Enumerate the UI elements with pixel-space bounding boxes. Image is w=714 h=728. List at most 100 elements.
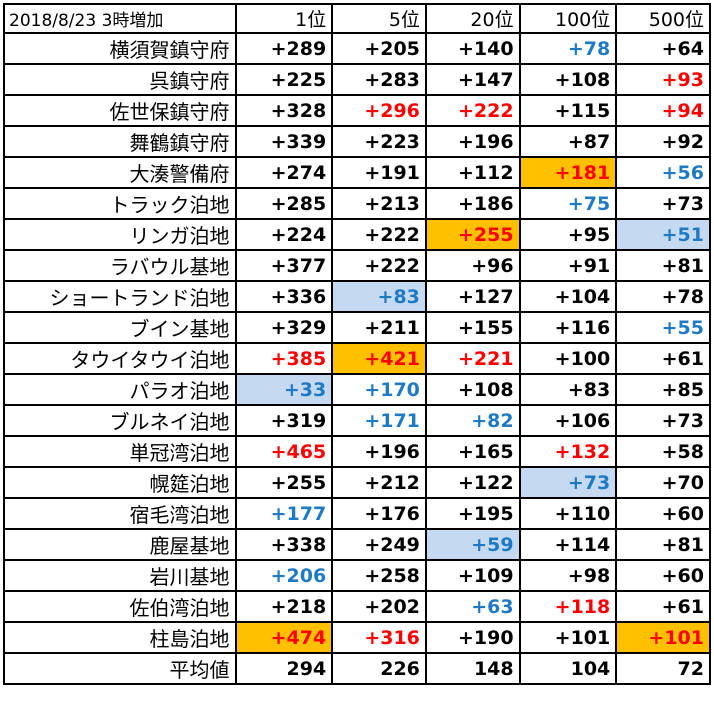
increase-value-rank-500: +73 bbox=[615, 187, 711, 220]
increase-value-rank-5: +212 bbox=[331, 466, 427, 499]
server-name: 岩川基地 bbox=[3, 559, 237, 592]
increase-value-rank-5: +223 bbox=[331, 125, 427, 158]
increase-value-rank-500: +58 bbox=[615, 435, 711, 468]
average-value-rank-5: 226 bbox=[331, 652, 427, 685]
increase-value-rank-500: +64 bbox=[615, 32, 711, 65]
increase-value-rank-5: +421 bbox=[331, 342, 427, 375]
increase-value-rank-100: +115 bbox=[518, 94, 618, 127]
increase-value-rank-100: +83 bbox=[518, 373, 618, 406]
increase-value-rank-5: +258 bbox=[331, 559, 427, 592]
date-header-cell: 2018/8/23 3時増加 bbox=[3, 3, 237, 34]
increase-value-rank-20: +59 bbox=[424, 528, 521, 561]
increase-value-rank-100: +114 bbox=[518, 528, 618, 561]
increase-value-rank-100: +73 bbox=[518, 466, 618, 499]
average-row: 平均値 294 226 148 104 72 bbox=[3, 652, 711, 685]
increase-value-rank-1: +224 bbox=[234, 218, 334, 251]
average-value-rank-1: 294 bbox=[234, 652, 334, 685]
average-value-rank-100: 104 bbox=[518, 652, 618, 685]
table-row: リンガ泊地 +224 +222 +255 +95 +51 bbox=[3, 218, 711, 251]
increase-value-rank-100: +106 bbox=[518, 404, 618, 437]
increase-value-rank-500: +73 bbox=[615, 404, 711, 437]
increase-value-rank-100: +181 bbox=[518, 156, 618, 189]
increase-value-rank-5: +283 bbox=[331, 63, 427, 96]
increase-value-rank-5: +316 bbox=[331, 621, 427, 654]
increase-value-rank-100: +91 bbox=[518, 249, 618, 282]
column-header-rank-1: 1位 bbox=[234, 3, 334, 34]
increase-value-rank-1: +328 bbox=[234, 94, 334, 127]
increase-value-rank-1: +329 bbox=[234, 311, 334, 344]
increase-value-rank-100: +101 bbox=[518, 621, 618, 654]
increase-value-rank-500: +55 bbox=[615, 311, 711, 344]
increase-value-rank-20: +96 bbox=[424, 249, 521, 282]
increase-value-rank-500: +101 bbox=[615, 621, 711, 654]
server-name: 鹿屋基地 bbox=[3, 528, 237, 561]
increase-value-rank-500: +56 bbox=[615, 156, 711, 189]
server-name: 呉鎮守府 bbox=[3, 63, 237, 96]
increase-value-rank-1: +336 bbox=[234, 280, 334, 313]
increase-value-rank-1: +474 bbox=[234, 621, 334, 654]
increase-value-rank-1: +289 bbox=[234, 32, 334, 65]
increase-value-rank-5: +170 bbox=[331, 373, 427, 406]
table-row: 佐世保鎮守府 +328 +296 +222 +115 +94 bbox=[3, 94, 711, 127]
increase-value-rank-20: +112 bbox=[424, 156, 521, 189]
increase-value-rank-20: +255 bbox=[424, 218, 521, 251]
server-name: ブイン基地 bbox=[3, 311, 237, 344]
server-name: タウイタウイ泊地 bbox=[3, 342, 237, 375]
increase-value-rank-1: +177 bbox=[234, 497, 334, 530]
increase-value-rank-1: +255 bbox=[234, 466, 334, 499]
increase-value-rank-5: +211 bbox=[331, 311, 427, 344]
increase-value-rank-20: +195 bbox=[424, 497, 521, 530]
increase-value-rank-500: +85 bbox=[615, 373, 711, 406]
increase-value-rank-500: +70 bbox=[615, 466, 711, 499]
increase-value-rank-100: +110 bbox=[518, 497, 618, 530]
increase-value-rank-500: +61 bbox=[615, 342, 711, 375]
increase-value-rank-500: +78 bbox=[615, 280, 711, 313]
server-name: 柱島泊地 bbox=[3, 621, 237, 654]
server-name: ショートランド泊地 bbox=[3, 280, 237, 313]
server-name: 単冠湾泊地 bbox=[3, 435, 237, 468]
table-row: 大湊警備府 +274 +191 +112 +181 +56 bbox=[3, 156, 711, 189]
server-name: 大湊警備府 bbox=[3, 156, 237, 189]
increase-value-rank-1: +285 bbox=[234, 187, 334, 220]
increase-value-rank-500: +94 bbox=[615, 94, 711, 127]
table-row: 呉鎮守府 +225 +283 +147 +108 +93 bbox=[3, 63, 711, 96]
increase-value-rank-1: +218 bbox=[234, 590, 334, 623]
server-name: 佐世保鎮守府 bbox=[3, 94, 237, 127]
increase-value-rank-20: +165 bbox=[424, 435, 521, 468]
increase-value-rank-500: +81 bbox=[615, 528, 711, 561]
server-name: トラック泊地 bbox=[3, 187, 237, 220]
increase-value-rank-500: +61 bbox=[615, 590, 711, 623]
table-row: ブルネイ泊地 +319 +171 +82 +106 +73 bbox=[3, 404, 711, 437]
server-name: 幌筵泊地 bbox=[3, 466, 237, 499]
increase-value-rank-5: +176 bbox=[331, 497, 427, 530]
increase-value-rank-5: +296 bbox=[331, 94, 427, 127]
average-value-rank-500: 72 bbox=[615, 652, 711, 685]
increase-value-rank-20: +196 bbox=[424, 125, 521, 158]
increase-value-rank-20: +127 bbox=[424, 280, 521, 313]
increase-value-rank-500: +81 bbox=[615, 249, 711, 282]
increase-value-rank-1: +465 bbox=[234, 435, 334, 468]
table-row: 岩川基地 +206 +258 +109 +98 +60 bbox=[3, 559, 711, 592]
table-row: ショートランド泊地 +336 +83 +127 +104 +78 bbox=[3, 280, 711, 313]
increase-value-rank-5: +196 bbox=[331, 435, 427, 468]
increase-value-rank-100: +118 bbox=[518, 590, 618, 623]
table-row: 鹿屋基地 +338 +249 +59 +114 +81 bbox=[3, 528, 711, 561]
server-name: 舞鶴鎮守府 bbox=[3, 125, 237, 158]
table-row: ブイン基地 +329 +211 +155 +116 +55 bbox=[3, 311, 711, 344]
server-name: 佐伯湾泊地 bbox=[3, 590, 237, 623]
increase-value-rank-20: +186 bbox=[424, 187, 521, 220]
increase-value-rank-1: +319 bbox=[234, 404, 334, 437]
increase-value-rank-5: +222 bbox=[331, 249, 427, 282]
table-row: 柱島泊地 +474 +316 +190 +101 +101 bbox=[3, 621, 711, 654]
increase-value-rank-5: +222 bbox=[331, 218, 427, 251]
increase-value-rank-20: +63 bbox=[424, 590, 521, 623]
server-name: 宿毛湾泊地 bbox=[3, 497, 237, 530]
increase-value-rank-500: +60 bbox=[615, 497, 711, 530]
increase-value-rank-5: +249 bbox=[331, 528, 427, 561]
increase-value-rank-20: +221 bbox=[424, 342, 521, 375]
increase-value-rank-1: +206 bbox=[234, 559, 334, 592]
increase-value-rank-20: +155 bbox=[424, 311, 521, 344]
increase-value-rank-500: +51 bbox=[615, 218, 711, 251]
increase-value-rank-20: +82 bbox=[424, 404, 521, 437]
increase-value-rank-100: +108 bbox=[518, 63, 618, 96]
